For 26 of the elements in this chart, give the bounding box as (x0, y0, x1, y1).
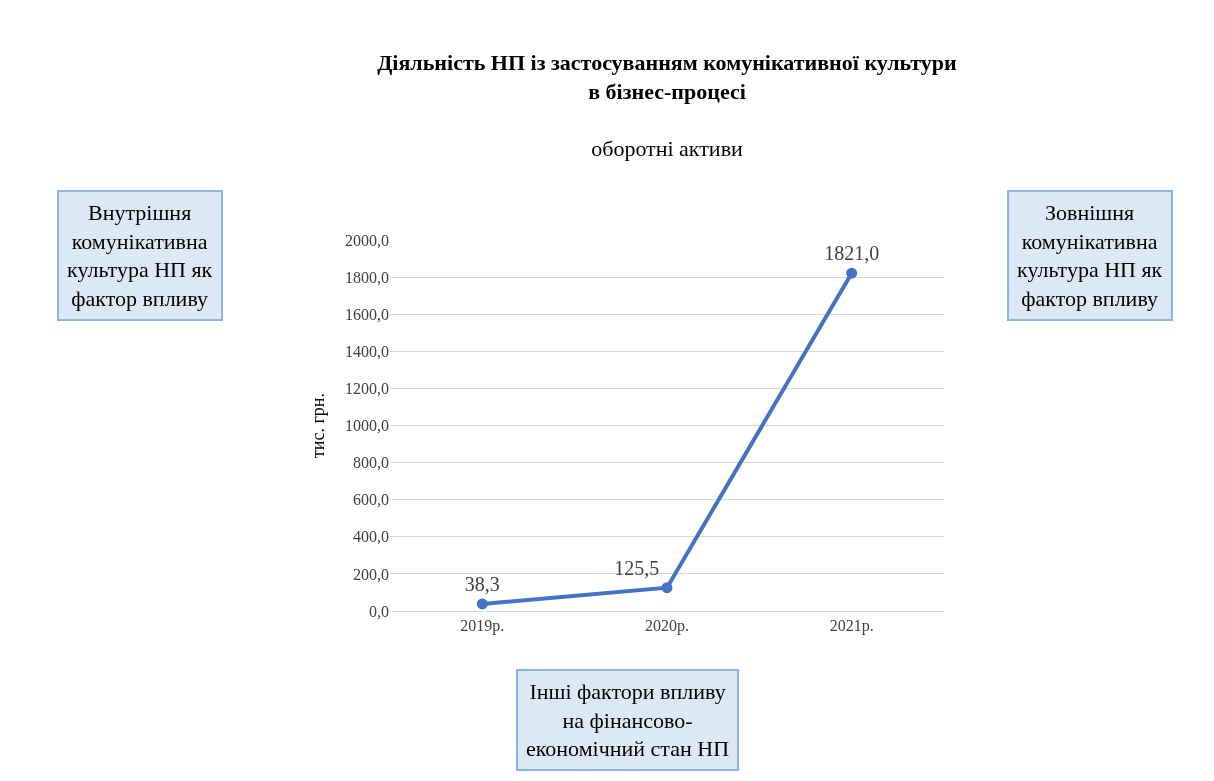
data-label: 38,3 (464, 573, 500, 596)
y-tick-label: 800,0 (353, 454, 389, 472)
y-tick-label: 1400,0 (345, 342, 389, 360)
text: Зовнішня комунікативна культура НП як фактор впливу (1017, 200, 1163, 311)
point (846, 267, 858, 279)
x-tick-label: 2021р. (829, 617, 874, 636)
chart-subtitle: оборотні активи (591, 135, 744, 161)
y-tick-label: 1000,0 (345, 417, 389, 435)
data-label: 1821,0 (824, 242, 880, 265)
y-tick-label: 400,0 (353, 528, 389, 546)
text: Інші фактори впливу на фінансово- економічний стан НП (526, 679, 730, 762)
y-tick-label: 600,0 (353, 491, 389, 509)
y-axis-title: тис. грн. (308, 392, 329, 459)
y-tick-label: 1800,0 (345, 268, 389, 286)
text: Внутрішня комунікативна культура НП як фактор впливу (67, 200, 213, 311)
x-tick-label: 2020р. (645, 617, 689, 636)
y-tick-label: 0,0 (369, 602, 389, 620)
point (661, 582, 673, 594)
y-tick-label: 200,0 (353, 565, 389, 583)
data-label: 125,5 (614, 556, 660, 579)
chart-title: Діяльність НП із застосуванням комунікативної культури в бізнес-процесі (377, 50, 958, 104)
point (476, 598, 488, 610)
y-tick-label: 2000,0 (345, 231, 389, 249)
y-tick-label: 1600,0 (345, 305, 389, 323)
x-tick-label: 2019р. (460, 617, 505, 636)
y-tick-label: 1200,0 (345, 380, 389, 397)
